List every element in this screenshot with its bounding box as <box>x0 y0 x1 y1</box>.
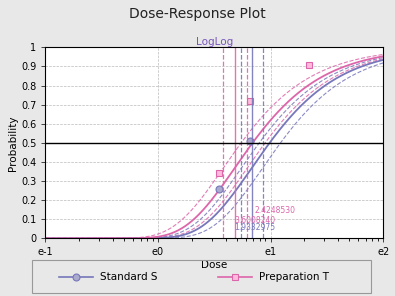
Text: 3.6008240: 3.6008240 <box>235 215 276 225</box>
Text: Preparation T: Preparation T <box>259 272 329 282</box>
Text: 2.4248530: 2.4248530 <box>254 205 295 215</box>
Text: Dose-Response Plot: Dose-Response Plot <box>129 7 266 21</box>
Title: LogLog: LogLog <box>196 37 233 46</box>
Y-axis label: Probability: Probability <box>8 115 18 170</box>
Text: 1.9332975: 1.9332975 <box>235 223 276 232</box>
Text: Standard S: Standard S <box>100 272 157 282</box>
X-axis label: Dose: Dose <box>201 260 228 270</box>
